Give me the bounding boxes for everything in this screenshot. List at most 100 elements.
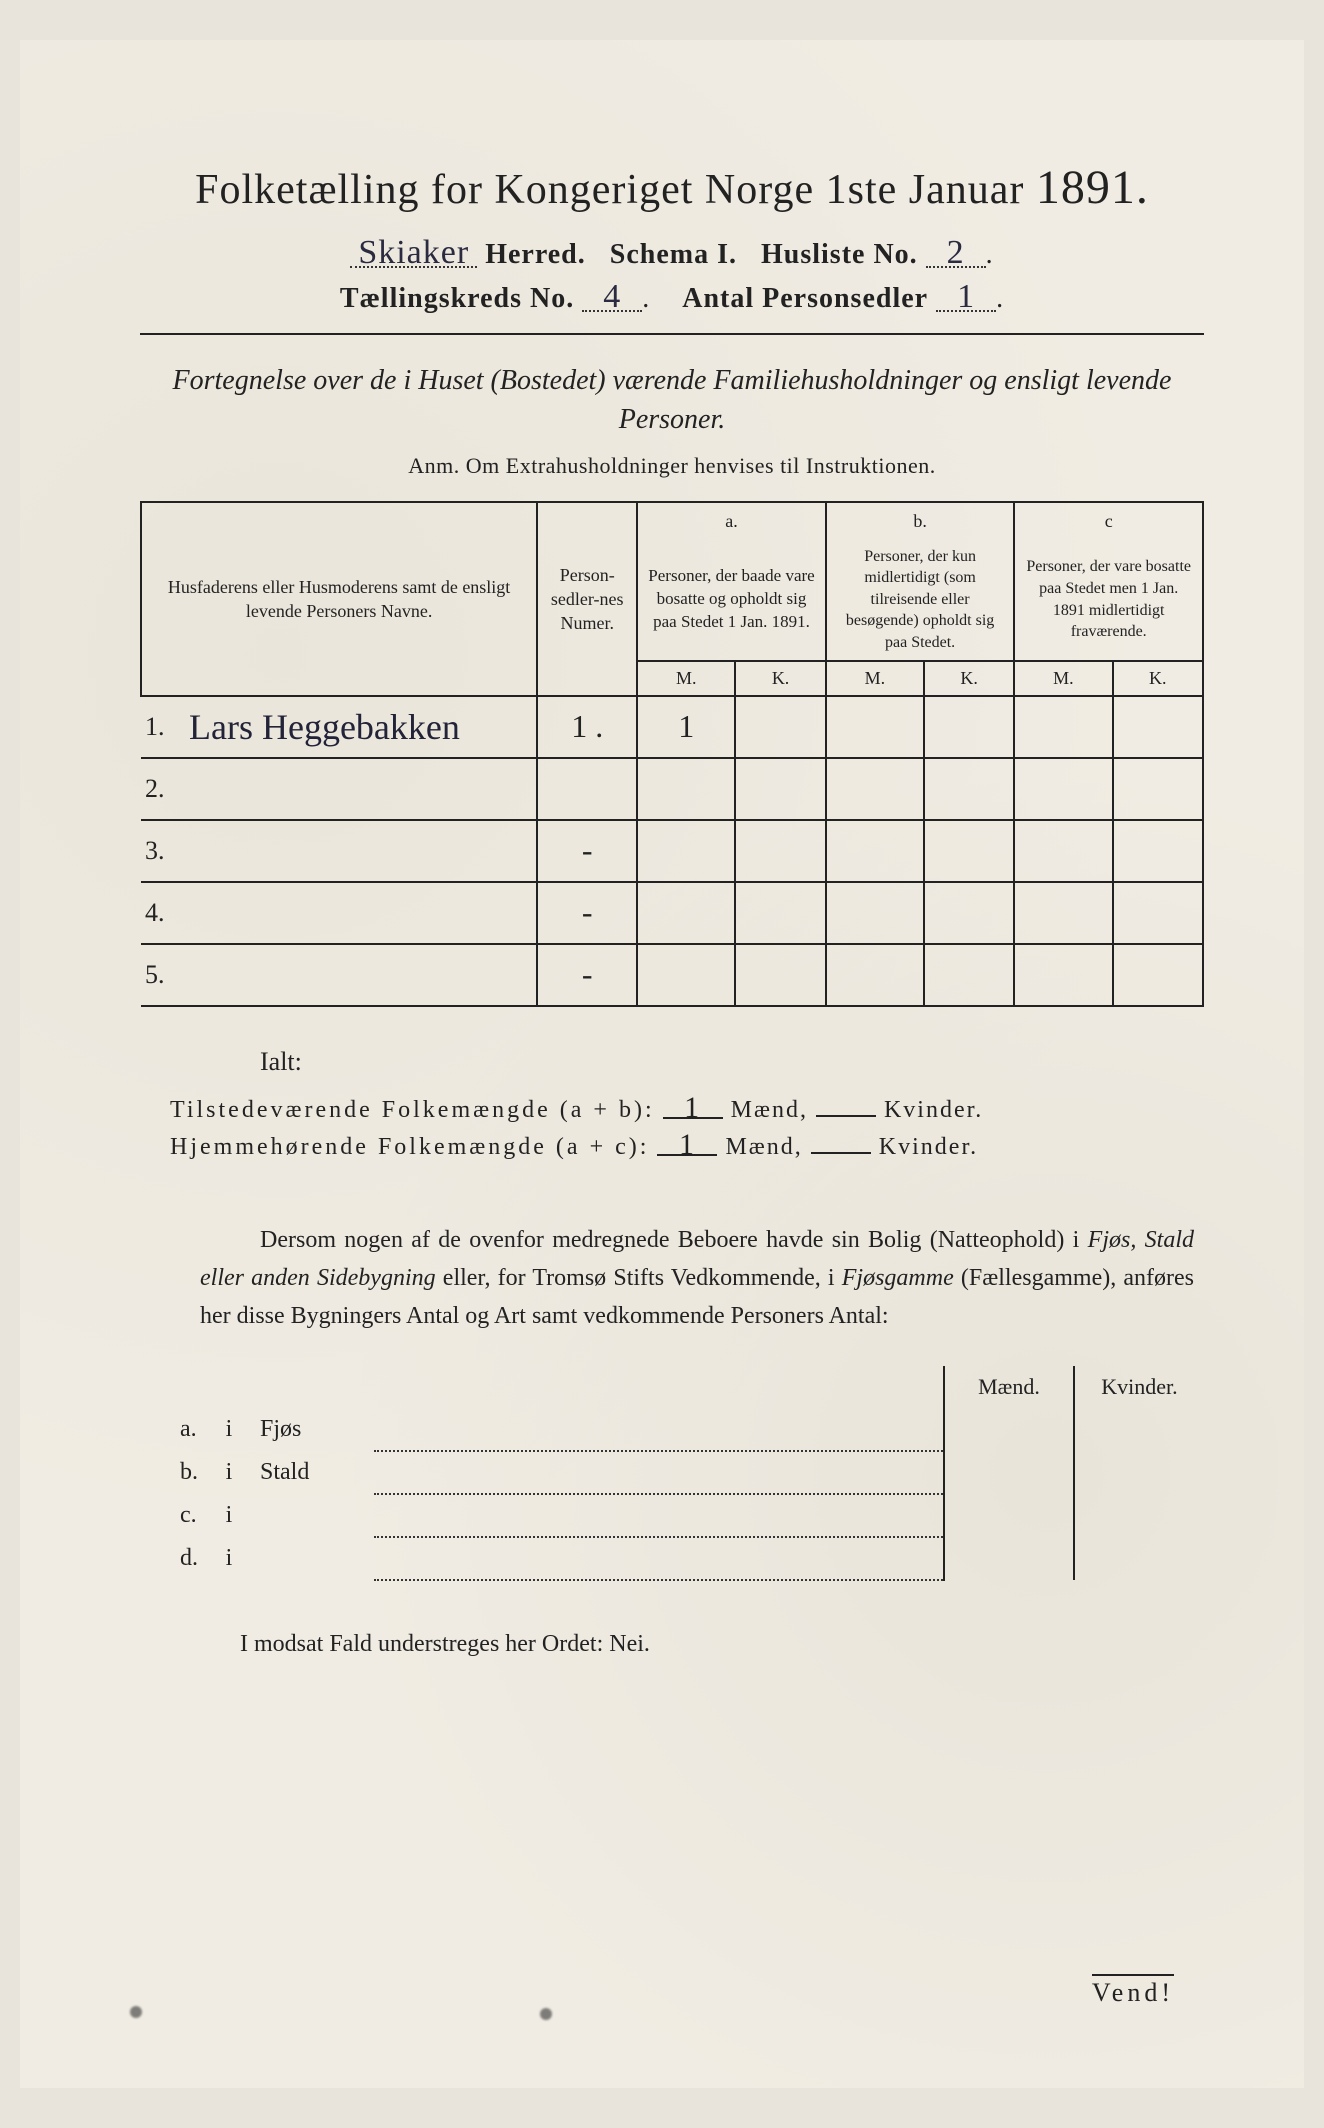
col-num-head: Person-sedler-nes Numer. (537, 502, 637, 695)
sum1-m: 1 (663, 1099, 723, 1119)
census-form-page: Folketælling for Kongeriget Norge 1ste J… (20, 40, 1304, 2088)
kreds-value: 4 (582, 283, 642, 312)
sedler-value: 1 (936, 283, 996, 312)
col-c-m: M. (1014, 661, 1112, 696)
sub-m (944, 1451, 1074, 1494)
ink-smudge (130, 2006, 142, 2018)
row-cK (1113, 696, 1204, 758)
table-row: 5.- (141, 944, 1203, 1006)
title-text: Folketælling for Kongeriget Norge 1ste J… (195, 167, 1024, 213)
row-aM (637, 758, 735, 820)
row-aK (735, 882, 825, 944)
sub-m (944, 1494, 1074, 1537)
row-aK (735, 944, 825, 1006)
nei-line: I modsat Fald understreges her Ordet: Ne… (240, 1631, 1204, 1658)
table-row: 2. (141, 758, 1203, 820)
sub-i: i (204, 1451, 254, 1494)
sub-i: i (204, 1537, 254, 1580)
col-a-head: Personer, der baade vare bosatte og opho… (637, 540, 826, 661)
row-cM (1014, 758, 1112, 820)
husliste-label: Husliste No. (761, 239, 918, 270)
sub-label (254, 1537, 374, 1580)
row-personnum: - (537, 820, 637, 882)
row-name (181, 820, 537, 882)
sum2-m: 1 (657, 1136, 717, 1156)
sub-letter: a. (140, 1408, 204, 1451)
sum2-maend: Mænd, (725, 1134, 802, 1160)
row-num: 5. (141, 944, 181, 1006)
meta-row-2: Tællingskreds No. 4. Antal Personsedler … (140, 283, 1204, 315)
row-aK (735, 758, 825, 820)
sub-label: Fjøs (254, 1408, 374, 1451)
husliste-value: 2 (926, 239, 986, 268)
sub-letter: d. (140, 1537, 204, 1580)
sub-head-m: Mænd. (944, 1366, 1074, 1408)
ink-smudge (540, 2008, 552, 2020)
col1-text: Husfaderens eller Husmoderens samt de en… (168, 577, 510, 621)
row-personnum: - (537, 882, 637, 944)
schema-label: Schema I. (610, 239, 737, 270)
kreds-label: Tællingskreds No. (340, 283, 574, 314)
herred-value: Skiaker (350, 239, 477, 268)
sedler-label: Antal Personsedler (682, 283, 928, 314)
row-bM (826, 758, 924, 820)
row-bM (826, 882, 924, 944)
row-bM (826, 696, 924, 758)
row-num: 2. (141, 758, 181, 820)
subtitle: Fortegnelse over de i Huset (Bostedet) v… (140, 361, 1204, 439)
row-bK (924, 696, 1014, 758)
bygning-para: Dersom nogen af de ovenfor medregnede Be… (200, 1221, 1194, 1336)
sub-row: b.iStald (140, 1451, 1204, 1494)
row-cM (1014, 696, 1112, 758)
sub-letter: b. (140, 1451, 204, 1494)
row-aM: 1 (637, 696, 735, 758)
col-b-head: Personer, der kun midlertidigt (som tilr… (826, 540, 1015, 661)
row-num: 1. (141, 696, 181, 758)
sub-i: i (204, 1494, 254, 1537)
table-head: Husfaderens eller Husmoderens samt de en… (141, 502, 1203, 695)
para-t1: Dersom nogen af de ovenfor medregnede Be… (260, 1227, 1088, 1253)
row-aK (735, 820, 825, 882)
herred-label: Herred. (485, 239, 586, 270)
sub-i: i (204, 1408, 254, 1451)
col-a-letter: a. (637, 502, 826, 539)
title-year: 1891. (1036, 161, 1149, 214)
sum1-maend: Mænd, (731, 1097, 808, 1123)
para-it2: Fjøsgamme (842, 1265, 954, 1291)
sub-k (1074, 1408, 1204, 1451)
row-aM (637, 820, 735, 882)
row-bK (924, 882, 1014, 944)
page-title: Folketælling for Kongeriget Norge 1ste J… (140, 160, 1204, 215)
sub-head-k: Kvinder. (1074, 1366, 1204, 1408)
col2-text: Person-sedler-nes Numer. (551, 565, 624, 634)
meta-row-1: Skiaker Herred. Schema I. Husliste No. 2… (140, 239, 1204, 271)
sub-dots (374, 1451, 944, 1494)
row-bK (924, 820, 1014, 882)
row-bK (924, 758, 1014, 820)
row-name (181, 944, 537, 1006)
row-aK (735, 696, 825, 758)
sum2-k (811, 1152, 871, 1154)
sub-dots (374, 1494, 944, 1537)
row-num: 3. (141, 820, 181, 882)
sub-table-body: a.iFjøsb.iStaldc.id.i (140, 1408, 1204, 1580)
row-cM (1014, 882, 1112, 944)
para-t2: eller, for Tromsø Stifts Vedkommende, i (436, 1265, 842, 1291)
row-personnum (537, 758, 637, 820)
row-cK (1113, 820, 1204, 882)
vend-label: Vend! (1092, 1974, 1174, 2008)
table-row: 4.- (141, 882, 1203, 944)
row-cK (1113, 758, 1204, 820)
col-b-letter: b. (826, 502, 1015, 539)
sum2-label: Hjemmehørende Folkemængde (a + c): (170, 1134, 649, 1160)
main-table: Husfaderens eller Husmoderens samt de en… (140, 501, 1204, 1006)
sum1-kvinder: Kvinder. (884, 1097, 983, 1123)
row-cM (1014, 820, 1112, 882)
sub-row: a.iFjøs (140, 1408, 1204, 1451)
table-row: 1.Lars Heggebakken1 .1 (141, 696, 1203, 758)
anm-note: Anm. Om Extrahusholdninger henvises til … (140, 453, 1204, 479)
table-body: 1.Lars Heggebakken1 .12.3.-4.-5.- (141, 696, 1203, 1006)
row-aM (637, 944, 735, 1006)
sub-letter: c. (140, 1494, 204, 1537)
sub-m (944, 1537, 1074, 1580)
